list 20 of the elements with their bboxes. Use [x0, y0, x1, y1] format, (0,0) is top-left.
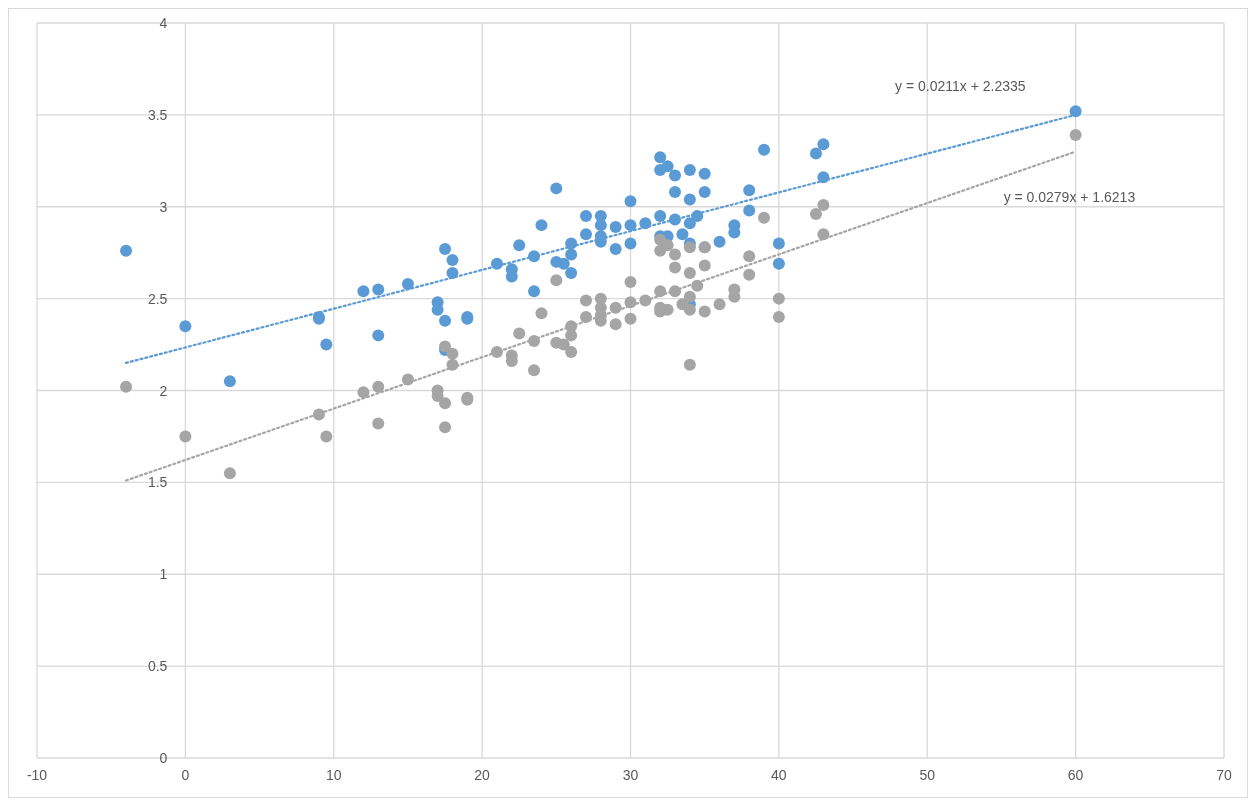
- x-tick-label: -10: [26, 767, 48, 783]
- y-tick-label: 0: [159, 750, 168, 766]
- y-tick-label: 0.5: [147, 658, 168, 675]
- x-tick-label: 50: [919, 767, 936, 783]
- x-tick-label: 10: [325, 767, 342, 783]
- x-tick-label: 20: [474, 767, 491, 783]
- x-tick-label: 30: [622, 767, 639, 783]
- y-tick-label: 2: [159, 382, 168, 399]
- y-tick-label: 3: [159, 198, 168, 215]
- y-tick-label: 1.5: [147, 474, 168, 491]
- x-tick-label: 40: [771, 767, 787, 783]
- x-tick-label: 0: [181, 767, 190, 783]
- annotation: y = 0.0211x + 2.2335: [895, 77, 1026, 94]
- y-tick-label: 2.5: [147, 290, 168, 307]
- y-tick-label: 3.5: [147, 106, 168, 123]
- x-tick-label: 60: [1067, 767, 1084, 783]
- x-tick-label: 70: [1216, 767, 1232, 783]
- annotation: y = 0.0279x + 1.6213: [1003, 188, 1136, 205]
- y-tick-label: 1: [159, 566, 168, 583]
- y-tick-label: 4: [159, 15, 168, 31]
